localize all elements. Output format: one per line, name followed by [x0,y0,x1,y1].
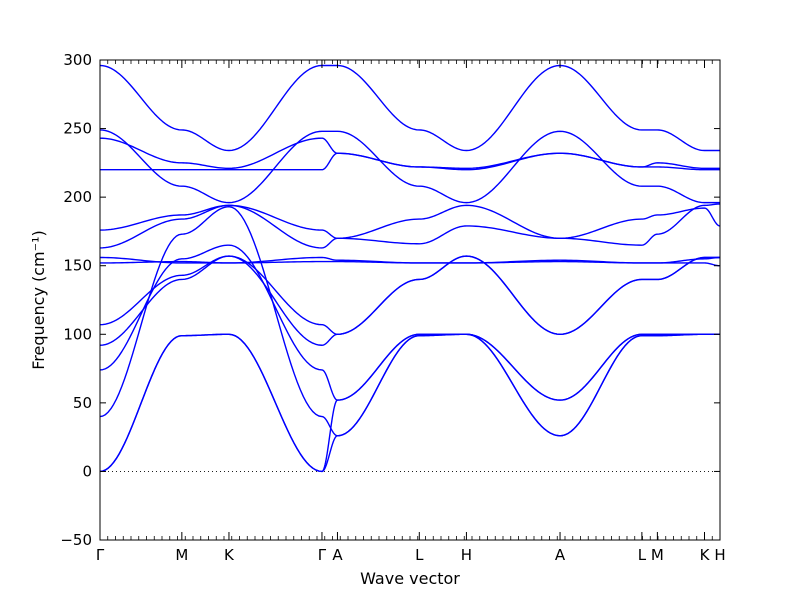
phonon-band-11 [99,244,721,401]
phonon-band-4 [100,152,721,171]
x-tick-label: K [224,546,235,564]
y-axis-label: Frequency (cm⁻¹) [29,230,48,369]
x-tick-label: L [638,546,647,564]
phonon-band-13 [99,333,721,473]
x-tick-label: A [555,546,566,564]
y-tick-label: 200 [63,188,92,206]
x-tick-label: H [714,546,725,564]
phonon-band-1 [99,64,721,152]
phonon-band-12 [99,206,721,437]
x-tick-label: M [651,546,664,564]
x-tick-label: H [461,546,472,564]
y-tick-label: 150 [63,257,92,275]
x-tick-label: Γ [318,546,327,564]
phonon-band-8 [100,256,721,264]
y-tick-label: −50 [60,531,92,549]
phonon-band-9 [99,255,721,335]
phonon-band-14 [99,333,721,473]
y-tick-label: 300 [63,51,92,69]
x-tick-label: Γ [96,546,105,564]
y-tick-label: 100 [63,325,92,343]
phonon-band-5 [99,204,721,249]
band-lines [99,64,721,473]
x-tick-label: K [700,546,711,564]
phonon-band-3 [99,137,721,170]
phonon-band-6 [99,203,721,249]
x-axis-label: Wave vector [360,569,460,588]
phonon-band-10 [99,255,721,346]
y-tick-label: 50 [73,394,92,412]
x-tick-label: M [175,546,188,564]
x-tick-label: L [415,546,424,564]
x-tick-label: A [332,546,343,564]
y-tick-label: 250 [63,120,92,138]
y-tick-label: 0 [82,462,92,480]
phonon-band-2 [99,129,721,204]
